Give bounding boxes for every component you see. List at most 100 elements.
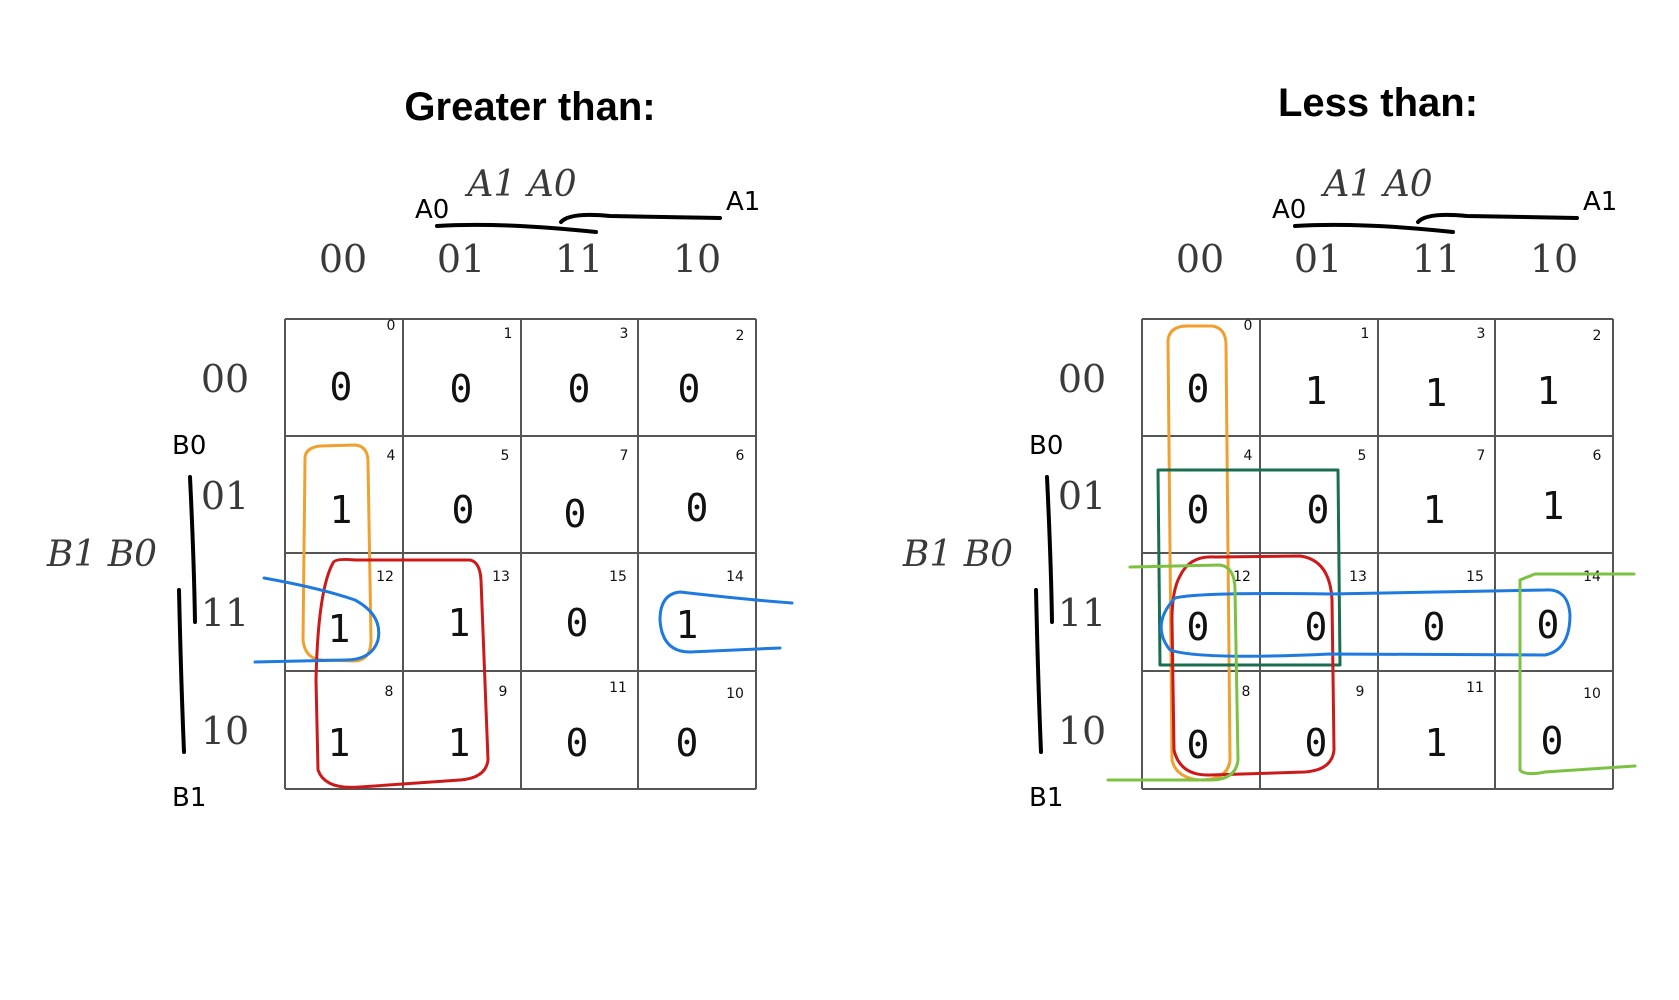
minterm-index: 4 — [387, 448, 396, 464]
blue-group-loop-right — [658, 590, 794, 654]
row-label: 01 — [1058, 474, 1106, 518]
variable-brackets: A0 A1 B0 B1 — [1029, 187, 1617, 813]
row-label: 10 — [1058, 709, 1106, 753]
cell-value: 0 — [1537, 603, 1560, 647]
a1-bracket — [559, 212, 722, 224]
minterm-index: 14 — [1583, 569, 1601, 585]
row-label: 11 — [1058, 591, 1106, 635]
minterm-index: 10 — [726, 686, 744, 702]
minterm-index: 4 — [1244, 448, 1253, 464]
minterm-index: 5 — [501, 448, 510, 464]
minterm-index: 9 — [499, 684, 508, 700]
blue-group-loop-left — [253, 576, 381, 664]
cell-value: 0 — [330, 365, 353, 409]
cell-values: 0 1 1 1 0 0 1 1 0 0 0 0 0 0 1 0 — [1187, 367, 1565, 767]
minterm-index: 15 — [609, 569, 627, 585]
minterm-index: 15 — [1466, 569, 1484, 585]
cell-value: 0 — [566, 601, 589, 645]
column-label: 11 — [555, 237, 603, 281]
minterm-index: 1 — [1361, 326, 1370, 342]
cell-value: 0 — [1305, 721, 1328, 765]
cell-value: 0 — [1305, 605, 1328, 649]
cell-value: 1 — [1537, 369, 1560, 413]
cell-value: 1 — [328, 721, 351, 765]
orange-group-loop — [1166, 324, 1232, 782]
minterm-index: 12 — [376, 569, 394, 585]
minterm-index: 7 — [620, 448, 629, 464]
cell-value: 0 — [1187, 367, 1210, 411]
kmap-title: Greater than: — [404, 85, 655, 129]
minterm-index: 3 — [1477, 326, 1486, 342]
b0-label: B0 — [172, 431, 206, 461]
cell-value: 1 — [328, 607, 351, 651]
row-label: 00 — [1058, 357, 1106, 401]
b0-bracket — [1045, 475, 1054, 624]
cell-value: 0 — [1187, 488, 1210, 532]
orange-group-loop — [301, 443, 373, 663]
a0-bracket — [1293, 222, 1455, 234]
cell-value: 1 — [330, 488, 353, 532]
minterm-index: 11 — [1466, 680, 1484, 696]
cell-value: 0 — [450, 367, 473, 411]
cell-value: 1 — [1425, 721, 1448, 765]
cell-value: 1 — [1425, 371, 1448, 415]
a0-label: A0 — [1272, 195, 1306, 225]
column-label: 00 — [1176, 237, 1224, 281]
minterm-index: 9 — [1356, 684, 1365, 700]
cell-values: 0 0 0 0 1 0 0 0 1 1 0 1 1 1 0 0 — [328, 365, 709, 765]
minterm-index: 11 — [609, 680, 627, 696]
kmap-grid — [284, 318, 757, 790]
row-variables: B1 B0 — [902, 534, 1013, 575]
cell-value: 0 — [564, 492, 587, 536]
a0-label: A0 — [415, 195, 449, 225]
minterm-index: 2 — [1593, 328, 1602, 344]
minterm-index: 13 — [492, 569, 510, 585]
minterm-index: 3 — [620, 326, 629, 342]
cell-value: 0 — [1541, 719, 1564, 763]
cell-value: 1 — [676, 603, 699, 647]
b1-label: B1 — [172, 783, 206, 813]
cell-value: 1 — [1542, 484, 1565, 528]
column-variables: A1 A0 — [464, 164, 576, 205]
a1-bracket — [1416, 212, 1579, 224]
cell-value: 1 — [1423, 488, 1446, 532]
column-label: 10 — [673, 237, 721, 281]
column-label: 01 — [1294, 237, 1342, 281]
minterm-index: 10 — [1583, 686, 1601, 702]
kmap-title: Less than: — [1278, 81, 1478, 125]
kmap-grid — [1141, 318, 1614, 790]
minterm-index: 0 — [1244, 318, 1253, 334]
a0-bracket — [435, 222, 598, 234]
column-label: 10 — [1530, 237, 1578, 281]
minterm-index: 8 — [385, 684, 394, 700]
minterm-index: 8 — [1242, 684, 1251, 700]
minterm-index: 14 — [726, 569, 744, 585]
cell-value: 0 — [566, 721, 589, 765]
a1-label: A1 — [726, 187, 760, 217]
cell-value: 0 — [676, 721, 699, 765]
a1-label: A1 — [1583, 187, 1617, 217]
cell-value: 1 — [448, 721, 471, 765]
column-label: 01 — [437, 237, 485, 281]
variable-brackets: A0 A1 B0 B1 — [172, 187, 760, 813]
minterm-index: 2 — [736, 328, 745, 344]
minterm-index: 6 — [736, 448, 745, 464]
cell-value: 0 — [1307, 488, 1330, 532]
blue-group-loop — [1159, 588, 1572, 658]
kmap-less-than: Less than: A1 A0 B1 B0 00 01 11 10 00 01… — [902, 81, 1637, 813]
b1-bracket — [1034, 588, 1043, 754]
minterm-index: 12 — [1233, 569, 1251, 585]
cell-value: 0 — [686, 486, 709, 530]
minterm-indices: 0 1 3 2 4 5 7 6 12 13 15 14 8 9 11 10 — [376, 318, 744, 702]
cell-value: 1 — [1305, 369, 1328, 413]
row-label: 01 — [201, 474, 249, 518]
cell-value: 0 — [1423, 605, 1446, 649]
row-label: 00 — [201, 357, 249, 401]
grouping-loops — [253, 443, 794, 789]
row-label: 11 — [201, 591, 249, 635]
minterm-index: 6 — [1593, 448, 1602, 464]
row-variables: B1 B0 — [46, 534, 157, 575]
minterm-index: 13 — [1349, 569, 1367, 585]
cell-value: 0 — [1187, 605, 1210, 649]
